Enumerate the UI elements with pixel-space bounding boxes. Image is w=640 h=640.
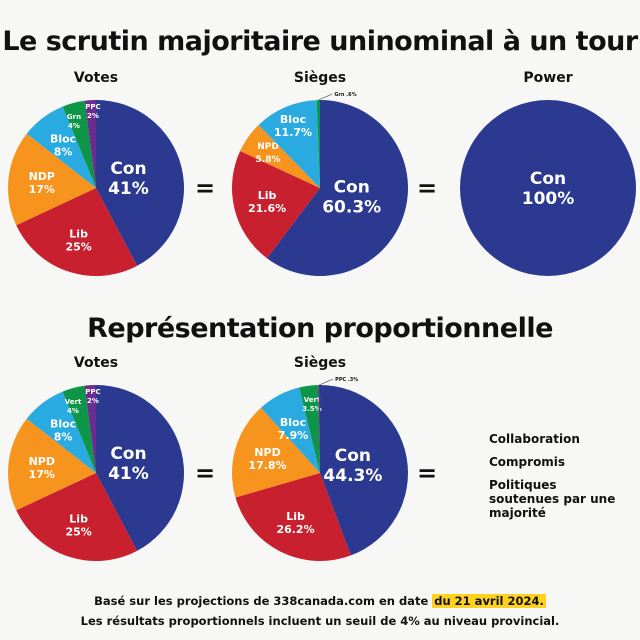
pie-slice-grn [62, 100, 96, 188]
pie-label-grn: Grn [67, 113, 81, 121]
pie-slice-vert [299, 385, 320, 473]
pie-slice-grn [316, 100, 320, 188]
pie-slice-con [96, 385, 184, 551]
pie-label-npd-value: 17.8% [248, 459, 286, 472]
pie-label-con-value: 60.3% [322, 198, 381, 218]
pie-label-con: Con [530, 169, 566, 189]
pie-slice-ndp [8, 133, 97, 226]
pie-slice-con [96, 100, 185, 266]
pie-slice-ppc [84, 385, 96, 473]
pie-slice-npd [232, 407, 320, 498]
pie-label-npd: NPD [254, 446, 280, 459]
pie-label-grn: Grn .6% [334, 92, 356, 98]
pie-slice-con [320, 385, 409, 556]
equals-sign: = [417, 174, 437, 202]
pie-label-bloc: Bloc [50, 417, 76, 430]
footer-source: Basé sur les projections de 338canada.co… [0, 594, 640, 608]
pie-label-con: Con [110, 159, 146, 179]
pie-slice-vert [62, 385, 96, 473]
title-fptp: Le scrutin majoritaire uninominal à un t… [2, 26, 638, 57]
pie-slice-bloc [26, 391, 97, 473]
footer-threshold: Les résultats proportionnels incluent un… [80, 614, 560, 628]
pie-label-lib: Lib [69, 513, 88, 526]
pie-label-vert: Vert [65, 398, 82, 406]
pie-slice-ppc [318, 385, 320, 473]
pie-slice-npd [7, 418, 97, 511]
pie-label-bloc-value: 8% [54, 430, 73, 443]
pie-label-bloc: Bloc [50, 132, 76, 145]
pie-label-con-value: 41% [108, 464, 149, 484]
pie-label-npd-value: 17% [29, 468, 55, 481]
pie-label-con-value: 100% [522, 189, 575, 209]
pie-label-npd-value: 5.8% [256, 155, 281, 165]
pie-label-lib: Lib [258, 189, 277, 202]
pie-label-ndp-value: 17% [29, 183, 55, 196]
note-compromis: Compromis [489, 455, 566, 469]
equals-sign: = [417, 459, 437, 487]
pie-label-bloc: Bloc [280, 416, 306, 429]
pie-label-npd: NPD [29, 455, 55, 468]
pie-label-ppc: PPC [85, 388, 100, 396]
pie-title: Sièges [294, 355, 346, 371]
pie-label-con-value: 41% [108, 179, 149, 199]
pie-slice-lib [235, 473, 351, 562]
pie-slice-con [460, 100, 636, 276]
note-collaboration: Collaboration [489, 432, 580, 446]
pie-label-con: Con [110, 444, 146, 464]
pie-title: Power [523, 70, 572, 86]
pie-label-lib: Lib [69, 228, 88, 241]
pie-label-npd: NPD [257, 142, 279, 152]
pie-label-vert-value: 3.5% [302, 405, 321, 413]
pie-label-con: Con [334, 178, 370, 198]
pie-label-bloc-value: 7.9% [278, 429, 309, 442]
pie-slice-con [266, 100, 408, 276]
pie-label-lib-value: 26.2% [276, 523, 314, 536]
note-majorite: Politiques soutenues par une majorité [489, 478, 616, 520]
pie-label-ppc-value: 2% [87, 397, 99, 405]
pie-label-lib-value: 25% [65, 241, 91, 254]
pie-label-lib-value: 21.6% [248, 202, 286, 215]
pie-label-ppc: PPC [85, 103, 100, 111]
pie-label-ppc: PPC .3% [335, 377, 358, 383]
pie-label-vert: Vert [304, 396, 321, 404]
pie-title: Sièges [294, 70, 346, 86]
pie-slice-bloc [258, 100, 320, 188]
pie-label-vert-value: 4% [67, 407, 79, 415]
pie-label-bloc-value: 11.7% [274, 126, 312, 139]
pie-label-ndp: NDP [29, 170, 55, 183]
pie-title: Votes [74, 70, 118, 86]
pie-label-bloc-value: 8% [54, 145, 73, 158]
equals-sign: = [195, 459, 215, 487]
pie-slice-ppc [84, 100, 96, 188]
pie-slice-bloc [260, 387, 320, 473]
pie-slice-lib [16, 188, 138, 277]
footer-date: du 21 avril 2024. [432, 594, 546, 608]
footer-prefix: Basé sur les projections de 338canada.co… [94, 594, 433, 608]
pie-label-lib: Lib [286, 510, 305, 523]
pie-slice-bloc [26, 106, 97, 188]
pie-label-bloc: Bloc [280, 113, 306, 126]
pie-slice-lib [16, 473, 138, 561]
pie-label-con-value: 44.3% [323, 466, 382, 486]
pie-label-ppc-value: 2% [87, 112, 99, 120]
pie-title: Votes [74, 355, 118, 371]
pie-slice-lib [232, 151, 320, 259]
pie-label-grn-leader [318, 93, 333, 101]
equals-sign: = [195, 174, 215, 202]
pie-label-grn-value: 4% [68, 122, 80, 130]
pie-label-con: Con [335, 446, 371, 466]
pie-slice-npd [240, 124, 320, 188]
pie-label-ppc-leader [319, 378, 334, 386]
pie-label-lib-value: 25% [65, 526, 91, 539]
title-pr: Représentation proportionnelle [87, 313, 553, 344]
